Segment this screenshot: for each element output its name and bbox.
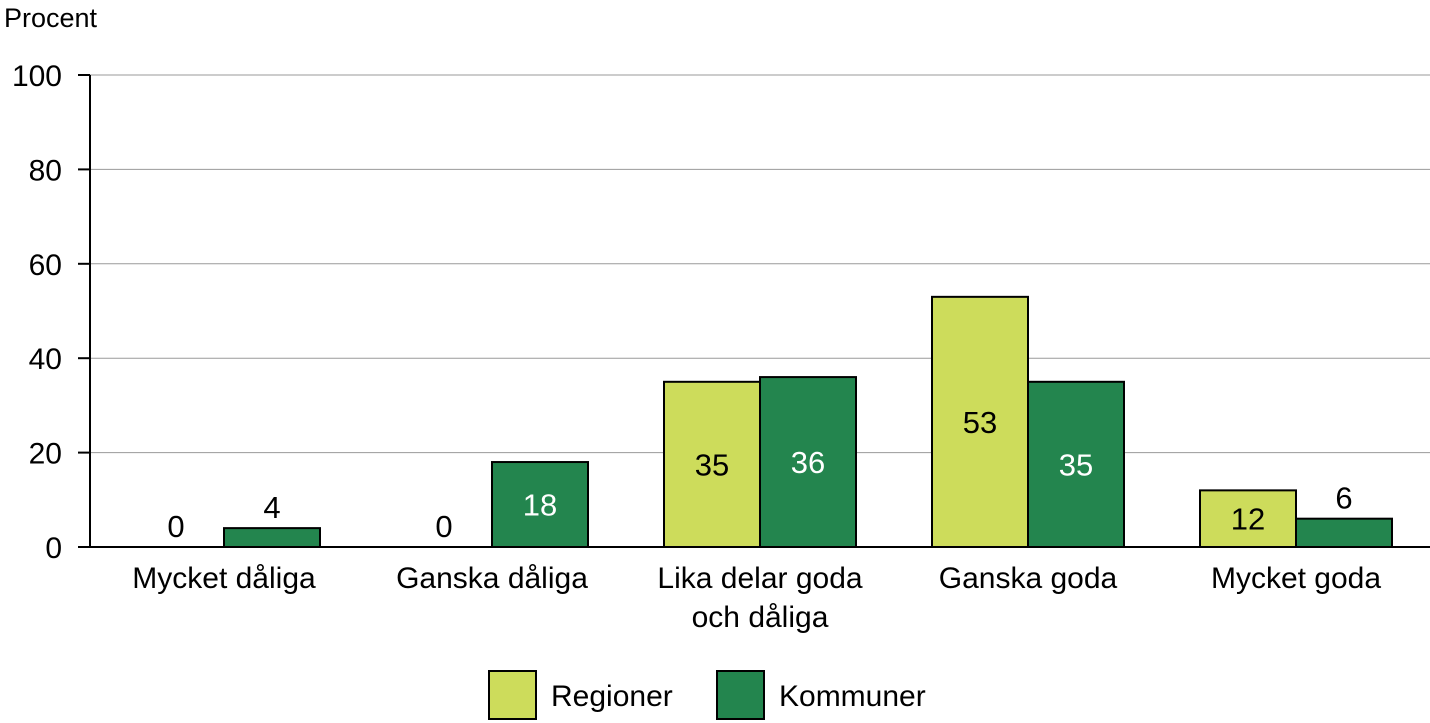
data-label: 0 [167,509,184,544]
data-label: 35 [695,447,729,482]
data-label: 4 [263,490,280,525]
bar [1295,517,1393,548]
x-tick-label: Mycket dåliga [132,562,316,595]
gridlines [90,74,1430,454]
bar [759,376,857,548]
data-label: 35 [1059,447,1093,482]
legend-label: Kommuner [779,680,926,713]
x-tick-label: Ganska dåliga [396,562,588,595]
data-label: 36 [791,445,825,480]
legend-swatch [716,670,765,720]
data-label: 6 [1335,481,1352,516]
y-tick-label: 80 [29,154,62,187]
x-tick-label: Mycket goda [1211,562,1381,595]
y-tick-label: 40 [29,343,62,376]
bar [1027,380,1125,548]
legend-swatch [488,670,537,720]
data-label: 0 [435,509,452,544]
y-tick-label: 0 [45,532,62,565]
axes [78,74,1430,548]
labels: 0 20 40 60 80 100 0 4 Mycket dåliga 0 18 Ganska dål… [12,60,1381,634]
y-axis-title: Procent [4,3,98,33]
x-tick-label: Ganska goda [939,562,1118,595]
x-tick-label: Lika delar goda [657,562,862,595]
bar [931,295,1029,548]
y-tick-label: 100 [12,60,62,93]
legend-label: Regioner [551,680,673,713]
bar [491,461,589,549]
data-label: 12 [1231,502,1265,537]
data-label: 53 [963,405,997,440]
bar [223,527,321,548]
x-tick-label: och dåliga [692,601,829,634]
bars [223,295,1393,549]
y-tick-label: 60 [29,249,62,282]
legend: Regioner Kommuner [488,670,926,720]
y-tick-label: 20 [29,438,62,471]
data-label: 18 [523,488,557,523]
